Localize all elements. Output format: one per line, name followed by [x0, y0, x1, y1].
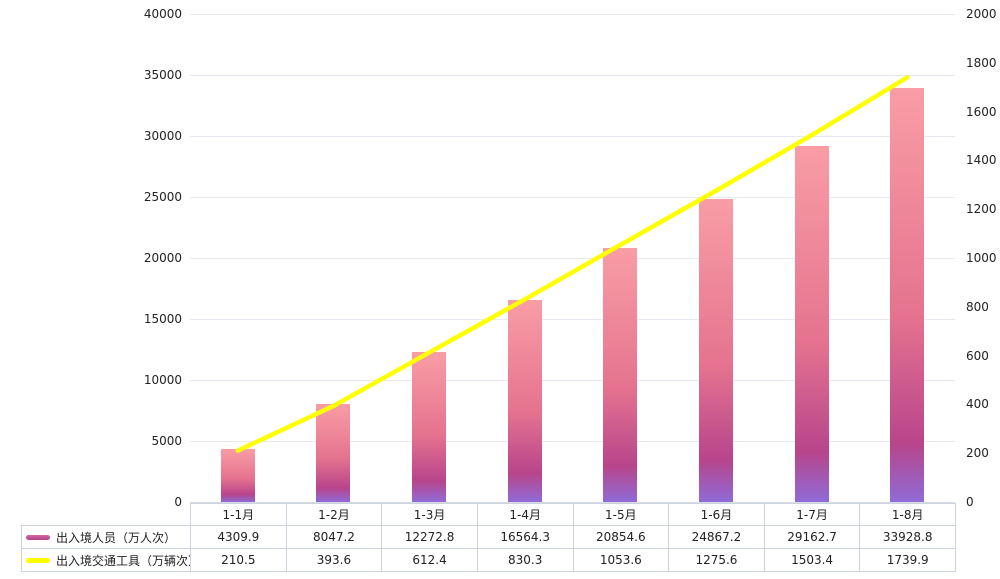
- right-axis-tick-label: 1000: [966, 251, 997, 265]
- left-axis-tick-label: 0: [174, 495, 182, 509]
- month-header-cell: 1-6月: [668, 503, 765, 526]
- right-axis-tick-label: 1800: [966, 55, 997, 70]
- value-cell: 8047.2: [285, 525, 383, 549]
- bar-month-1[interactable]: [220, 449, 255, 502]
- month-header-cell: 1-7月: [763, 503, 861, 526]
- month-header-cell: 1-3月: [381, 503, 478, 526]
- right-axis-tick-label: 1400: [966, 153, 997, 168]
- value-cell: 20854.6: [572, 525, 670, 549]
- value-cell: 830.3: [476, 548, 574, 572]
- left-axis-tick-label: 25000: [143, 190, 182, 204]
- bar-month-2[interactable]: [316, 403, 351, 502]
- month-header-cell: 1-1月: [190, 503, 287, 526]
- gridline: [190, 257, 955, 259]
- month-header-cell: 1-8月: [859, 503, 956, 526]
- right-axis-tick-label: 400: [966, 397, 989, 412]
- value-cell: 1053.6: [572, 548, 670, 572]
- left-axis-tick-label: 40000: [143, 7, 182, 21]
- bar-month-4[interactable]: [507, 299, 542, 502]
- value-cell: 16564.3: [476, 525, 574, 549]
- bar-month-7[interactable]: [794, 146, 829, 502]
- gridline: [190, 440, 955, 442]
- data-table-holder: 1-1月 1-2月 1-3月 1-4月 1-5月 1-6月 1-7月 1-8月 出入境人员（万人…: [21, 503, 956, 572]
- value-cell: 29162.7: [763, 525, 861, 549]
- right-axis-tick-label: 200: [966, 446, 989, 461]
- legend-label: 出入境交通工具（万辆次）: [56, 553, 191, 568]
- left-axis-tick-label: 10000: [143, 373, 182, 387]
- right-axis-tick-label: 1200: [966, 202, 997, 217]
- value-cell: 12272.8: [381, 525, 478, 549]
- right-axis-tick-label: 0: [966, 495, 974, 509]
- value-cell: 1503.4: [763, 548, 861, 572]
- value-cell: 210.5: [190, 548, 287, 572]
- bar-month-6[interactable]: [698, 198, 733, 502]
- bar-month-3[interactable]: [412, 352, 447, 502]
- table-series-row: 出入境交通工具（万辆次） 210.5 393.6 612.4 830.3 1053.6 12…: [21, 548, 956, 572]
- gridline: [190, 318, 955, 320]
- value-cell: 4309.9: [190, 525, 287, 549]
- left-axis-tick-label: 15000: [143, 312, 182, 326]
- bar-month-8[interactable]: [890, 88, 925, 502]
- left-axis-tick-label: 5000: [151, 434, 182, 448]
- value-cell: 612.4: [381, 548, 478, 572]
- legend-cell: 出入境交通工具（万辆次）: [21, 548, 191, 572]
- left-axis-tick-label: 30000: [143, 129, 182, 143]
- line-series-swatch-icon: [26, 557, 50, 563]
- gridline: [190, 135, 955, 137]
- value-cell: 33928.8: [859, 525, 956, 549]
- month-header-cell: 1-4月: [476, 503, 574, 526]
- gridline: [190, 74, 955, 76]
- table-corner-cell: [22, 504, 191, 526]
- right-axis-tick-label: 1600: [966, 104, 997, 119]
- gridline: [190, 196, 955, 198]
- gridline: [190, 13, 955, 15]
- chart-data-table: 1-1月 1-2月 1-3月 1-4月 1-5月 1-6月 1-7月 1-8月 出入境人员（万人…: [21, 503, 956, 572]
- gridline: [190, 501, 955, 503]
- bar-series-swatch-icon: [26, 534, 50, 540]
- table-header-row: 1-1月 1-2月 1-3月 1-4月 1-5月 1-6月 1-7月 1-8月: [22, 503, 956, 526]
- right-axis-tick-label: 2000: [966, 7, 997, 21]
- line-series[interactable]: [235, 75, 910, 453]
- value-cell: 24867.2: [668, 525, 765, 549]
- table-series-row: 出入境人员（万人次） 4309.9 8047.2 12272.8 16564.3 2085…: [21, 525, 956, 549]
- right-axis-tick-label: 600: [966, 348, 989, 363]
- value-cell: 1739.9: [859, 548, 956, 572]
- month-header-cell: 1-2月: [285, 503, 383, 526]
- bar-month-5[interactable]: [603, 247, 638, 502]
- left-axis-tick-label: 20000: [143, 251, 182, 265]
- left-axis-tick-label: 35000: [143, 68, 182, 82]
- gridline: [190, 379, 955, 381]
- right-axis-tick-label: 800: [966, 299, 989, 314]
- value-cell: 1275.6: [668, 548, 765, 572]
- legend-label: 出入境人员（万人次）: [56, 530, 177, 545]
- legend-cell: 出入境人员（万人次）: [21, 525, 191, 549]
- value-cell: 393.6: [285, 548, 383, 572]
- month-header-cell: 1-5月: [572, 503, 670, 526]
